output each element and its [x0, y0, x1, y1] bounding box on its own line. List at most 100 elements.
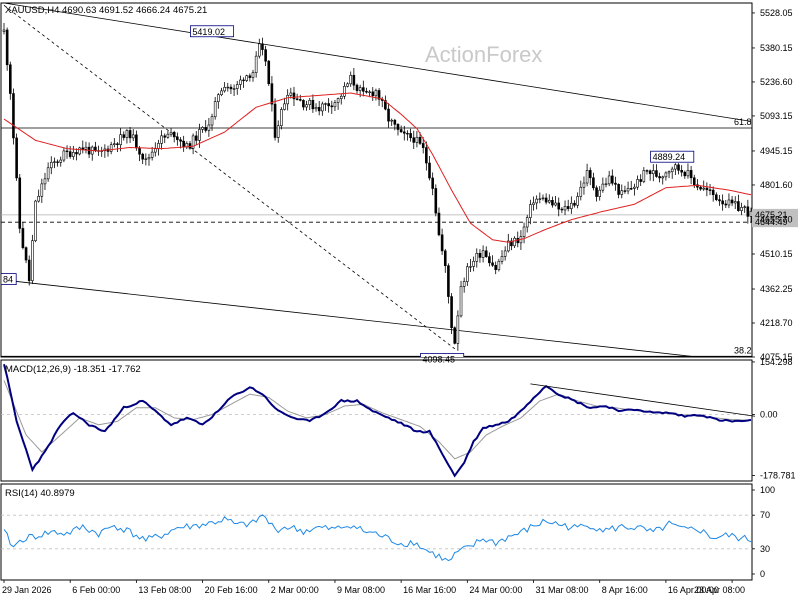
candle-body: [261, 43, 264, 50]
candle-body: [421, 143, 425, 148]
price-axis-label: 5380.15: [760, 43, 793, 53]
candle-body: [12, 93, 15, 139]
candle-body: [245, 75, 248, 81]
time-axis-label: 2 Mar 00:00: [271, 585, 319, 595]
rsi-axis-label: 70: [760, 510, 770, 520]
candle-body: [355, 84, 359, 91]
price-annotation-label: 84: [3, 275, 13, 285]
candle-body: [749, 210, 752, 217]
candle-body: [349, 74, 353, 85]
candle-body: [661, 176, 665, 179]
candle-body: [317, 107, 321, 112]
candle-body: [658, 176, 661, 179]
candle-body: [601, 183, 605, 191]
candle-body: [169, 131, 173, 135]
candle-body: [65, 150, 69, 153]
candle-body: [620, 190, 624, 195]
candle-body: [428, 162, 431, 179]
candle-body: [204, 127, 208, 131]
candle-body: [718, 199, 721, 202]
price-axis-label: 5093.15: [760, 111, 793, 121]
candle-body: [368, 91, 371, 93]
candle-body: [737, 201, 740, 211]
candle-body: [242, 79, 245, 82]
candle-body: [305, 104, 308, 108]
candle-body: [270, 83, 274, 105]
candle-body: [674, 164, 677, 170]
candle-body: [298, 99, 302, 101]
fib-61-8-label: 61.8: [734, 117, 752, 127]
candle-body: [456, 315, 460, 344]
candle-body: [138, 147, 141, 155]
candle-body: [251, 72, 255, 78]
candle-body: [692, 177, 696, 186]
candle-body: [636, 179, 639, 188]
candle-body: [81, 147, 85, 150]
support-price-label: 4644.49: [755, 217, 788, 227]
candle-body: [311, 100, 315, 110]
candle-body: [705, 187, 709, 191]
candle-body: [18, 177, 22, 229]
candle-body: [507, 240, 510, 252]
time-axis-label: 9 Mar 08:00: [337, 585, 385, 595]
candle-body: [157, 143, 160, 150]
candle-body: [213, 101, 217, 118]
last-price-label: 4675.21: [755, 210, 788, 220]
price-axis-label: 5528.05: [760, 8, 793, 18]
candle-body: [393, 119, 397, 125]
candle-body: [633, 186, 636, 189]
symbol-header: XAUUSD,H4 4690.63 4691.52 4666.24 4675.2…: [5, 5, 207, 16]
candle-body: [235, 84, 239, 89]
candle-body: [535, 198, 538, 204]
time-axis-label: 8 Apr 16:00: [602, 585, 648, 595]
macd-title: MACD(12,26,9) -18.351 -17.762: [5, 364, 141, 375]
candle-body: [166, 133, 170, 138]
candle-body: [500, 256, 504, 262]
candle-body: [699, 186, 702, 190]
candle-body: [642, 170, 646, 182]
candle-body: [746, 206, 750, 217]
candle-body: [525, 217, 529, 228]
candle-body: [711, 189, 715, 196]
candle-body: [503, 250, 507, 257]
candle-body: [172, 131, 176, 138]
price-annotation-box: [190, 25, 235, 38]
candle-body: [254, 55, 258, 73]
candle-body: [547, 199, 551, 203]
time-axis-label: 6 Feb 00:00: [72, 585, 120, 595]
candle-body: [399, 129, 403, 133]
price-annotation-label: 5419.02: [192, 27, 225, 37]
candle-body: [538, 198, 542, 200]
candle-body: [286, 95, 289, 105]
candle-body: [258, 43, 261, 57]
macd-axis-label: 0.00: [760, 410, 778, 420]
candle-body: [330, 105, 334, 108]
channel-lower-line: [3, 279, 701, 357]
candle-body: [592, 177, 595, 189]
price-annotation-label: 4098.45: [423, 354, 456, 364]
time-axis-label: 23 Apr 08:00: [694, 585, 745, 595]
candle-body: [611, 175, 614, 184]
candle-body: [314, 107, 318, 110]
candle-body: [201, 127, 204, 130]
candle-body: [541, 197, 545, 200]
candle-body: [31, 240, 34, 281]
macd-axis-label: 154.298: [760, 357, 793, 367]
candle-body: [598, 189, 602, 197]
candle-body: [513, 237, 516, 247]
candle-body: [9, 64, 12, 94]
support-price-box: [752, 216, 798, 228]
candle-body: [295, 98, 299, 100]
candle-body: [232, 88, 236, 90]
candle-body: [280, 109, 283, 127]
candle-body: [655, 170, 658, 177]
candle-body: [333, 102, 337, 108]
price-annotation-label: 4889.24: [653, 152, 686, 162]
fib-38-2-label: 38.2: [734, 345, 752, 355]
candle-body: [21, 228, 25, 248]
price-axis-label: 4945.15: [760, 146, 793, 156]
channel-upper-line: [3, 3, 752, 122]
candle-body: [217, 94, 220, 102]
candle-body: [491, 262, 494, 266]
price-annotation-box: [420, 353, 465, 357]
